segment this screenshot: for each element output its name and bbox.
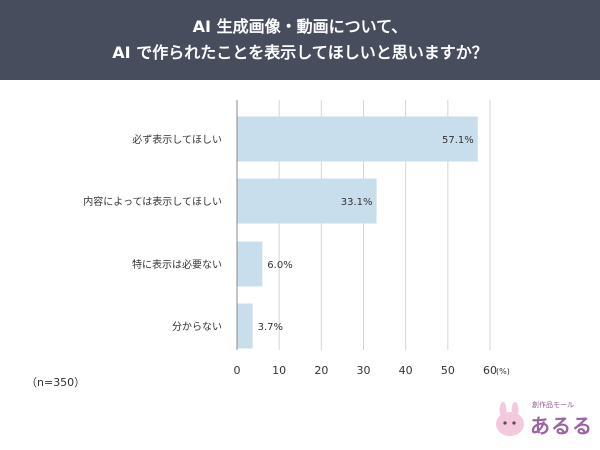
x-tick-label: 10 <box>272 364 286 377</box>
logo-name: あるる <box>530 414 593 438</box>
x-tick-label: 20 <box>314 364 328 377</box>
sample-size-note: （n=350） <box>26 376 86 389</box>
data-label: 57.1% <box>442 135 474 146</box>
bar <box>237 116 478 162</box>
bar <box>237 178 377 224</box>
bar <box>237 241 263 287</box>
x-tick-label: 50 <box>441 364 455 377</box>
chart-title-banner: AI 生成画像・動画について、 AI で作られたことを表示してほしいと思いますか… <box>0 0 600 80</box>
data-label: 6.0% <box>267 260 292 271</box>
chart-title-line1: AI 生成画像・動画について、 <box>192 17 408 36</box>
data-label: 3.7% <box>258 322 283 333</box>
bar-chart: 57.1% 必ず表示してほしい 33.1% 内容によっては表示してほしい 6.0% 特に表… <box>83 100 510 377</box>
category-label: 内容によっては表示してほしい <box>83 195 222 208</box>
x-tick-label: 0 <box>234 364 241 377</box>
brand-logo: 創作品モール あるる <box>490 398 593 444</box>
chart-title-line2: AI で作られたことを表示してほしいと思いますか？ <box>112 43 488 62</box>
rabbit-logo-icon <box>496 402 524 436</box>
bar <box>237 303 253 349</box>
x-tick-label: 40 <box>399 364 413 377</box>
x-unit-label: (%) <box>496 367 510 376</box>
logo-subtitle: 創作品モール <box>532 401 574 409</box>
category-label: 分からない <box>172 321 222 333</box>
category-label: 特に表示は必要ない <box>132 258 222 271</box>
x-tick-label: 60 <box>483 364 497 377</box>
category-label: 必ず表示してほしい <box>132 133 222 146</box>
x-tick-label: 30 <box>357 364 371 377</box>
data-label: 33.1% <box>341 197 373 208</box>
